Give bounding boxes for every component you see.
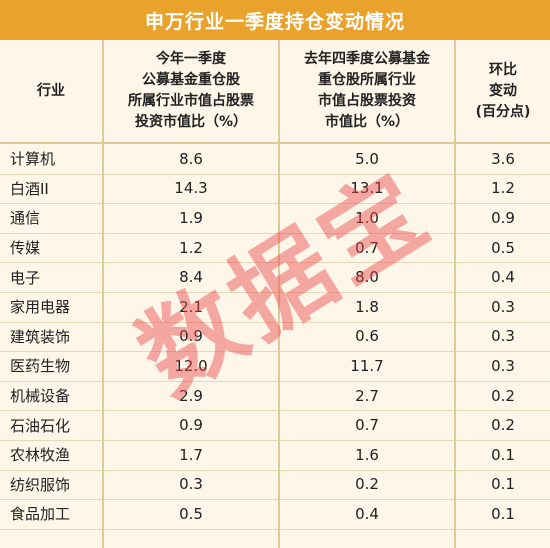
cell-industry: 白酒II [10,179,49,198]
cell-q1-ratio: 0.9 [179,416,203,435]
page-title: 申万行业一季度持仓变动情况 [0,0,550,40]
cell-change: 0.3 [491,297,515,316]
cell-q4-ratio: 0.7 [355,238,379,257]
table-row: 纺织服饰 0.3 0.2 0.1 [0,470,550,501]
cell-industry: 传媒 [10,239,41,258]
header-q4-ratio-text: 去年四季度公募基金 重仓股所属行业 市值占股票投资 市值比（%） [304,51,430,130]
cell-industry: 机械设备 [10,387,71,406]
cell-industry: 农林牧渔 [10,446,71,465]
cell-q4-ratio: 2.7 [355,386,379,405]
cell-q4-ratio: 0.6 [355,327,379,346]
table-row: 石油石化 0.9 0.7 0.2 [0,410,550,441]
cell-change: 0.3 [491,356,515,375]
column-divider [278,40,280,548]
header-q1-ratio: 今年一季度 公募基金重仓股 所属行业市值占股票 投资市值比（%） [104,40,278,142]
header-industry: 行业 [37,82,65,99]
table-row: 家用电器 2.1 1.8 0.3 [0,292,550,323]
cell-industry: 通信 [10,209,41,228]
cell-industry: 医药生物 [10,357,71,376]
cell-q4-ratio: 5.0 [355,149,379,168]
cell-change: 0.1 [491,445,515,464]
table-row: 计算机 8.6 5.0 3.6 [0,144,550,175]
header-q4-ratio: 去年四季度公募基金 重仓股所属行业 市值占股票投资 市值比（%） [280,40,454,142]
cell-q1-ratio: 2.1 [179,297,203,316]
cell-q1-ratio: 2.9 [179,386,203,405]
table-header-row: 行业 今年一季度 公募基金重仓股 所属行业市值占股票 投资市值比（%） 去年四季… [0,40,550,144]
cell-q1-ratio: 0.3 [179,475,203,494]
cell-q1-ratio: 8.6 [179,149,203,168]
header-q1-ratio-text: 今年一季度 公募基金重仓股 所属行业市值占股票 投资市值比（%） [128,51,254,130]
cell-industry: 食品加工 [10,505,71,524]
table-row: 食品加工 0.5 0.4 0.1 [0,499,550,530]
cell-q1-ratio: 1.7 [179,445,203,464]
cell-industry: 电子 [10,268,41,287]
cell-change: 0.2 [491,416,515,435]
cell-q4-ratio: 1.8 [355,297,379,316]
cell-q4-ratio: 0.7 [355,416,379,435]
column-divider [454,40,456,548]
cell-change: 0.1 [491,504,515,523]
cell-q1-ratio: 0.9 [179,327,203,346]
data-table: 行业 今年一季度 公募基金重仓股 所属行业市值占股票 投资市值比（%） 去年四季… [0,40,550,548]
table-row: 建筑装饰 0.9 0.6 0.3 [0,322,550,353]
cell-industry: 纺织服饰 [10,475,71,494]
cell-change: 0.1 [491,475,515,494]
cell-change: 3.6 [491,149,515,168]
header-change-text: 环比 变动 (百分点) [475,61,531,120]
cell-change: 0.9 [491,208,515,227]
cell-industry: 石油石化 [10,416,71,435]
table-row: 通信 1.9 1.0 0.9 [0,203,550,234]
cell-q1-ratio: 1.2 [179,238,203,257]
cell-industry: 计算机 [10,150,56,169]
header-change: 环比 变动 (百分点) [456,40,550,142]
cell-q1-ratio: 0.5 [179,504,203,523]
cell-q4-ratio: 11.7 [350,356,384,375]
table-row: 传媒 1.2 0.7 0.5 [0,233,550,264]
cell-change: 0.3 [491,327,515,346]
cell-q4-ratio: 0.2 [355,475,379,494]
cell-q4-ratio: 1.0 [355,208,379,227]
cell-q4-ratio: 8.0 [355,268,379,287]
cell-q4-ratio: 0.4 [355,504,379,523]
cell-change: 0.5 [491,238,515,257]
table-row: 电子 8.4 8.0 0.4 [0,262,550,293]
table-row: 白酒II 14.3 13.1 1.2 [0,174,550,205]
table-row: 农林牧渔 1.7 1.6 0.1 [0,440,550,471]
table-row: 医药生物 12.0 11.7 0.3 [0,351,550,382]
cell-q1-ratio: 8.4 [179,268,203,287]
table-row: 机械设备 2.9 2.7 0.2 [0,381,550,412]
cell-industry: 家用电器 [10,298,71,317]
cell-change: 0.4 [491,268,515,287]
cell-q4-ratio: 13.1 [350,179,384,198]
cell-industry: 建筑装饰 [10,327,71,346]
cell-q4-ratio: 1.6 [355,445,379,464]
column-divider [102,40,104,548]
cell-change: 1.2 [491,179,515,198]
cell-q1-ratio: 1.9 [179,208,203,227]
cell-q1-ratio: 12.0 [174,356,208,375]
cell-q1-ratio: 14.3 [174,179,208,198]
cell-change: 0.2 [491,386,515,405]
